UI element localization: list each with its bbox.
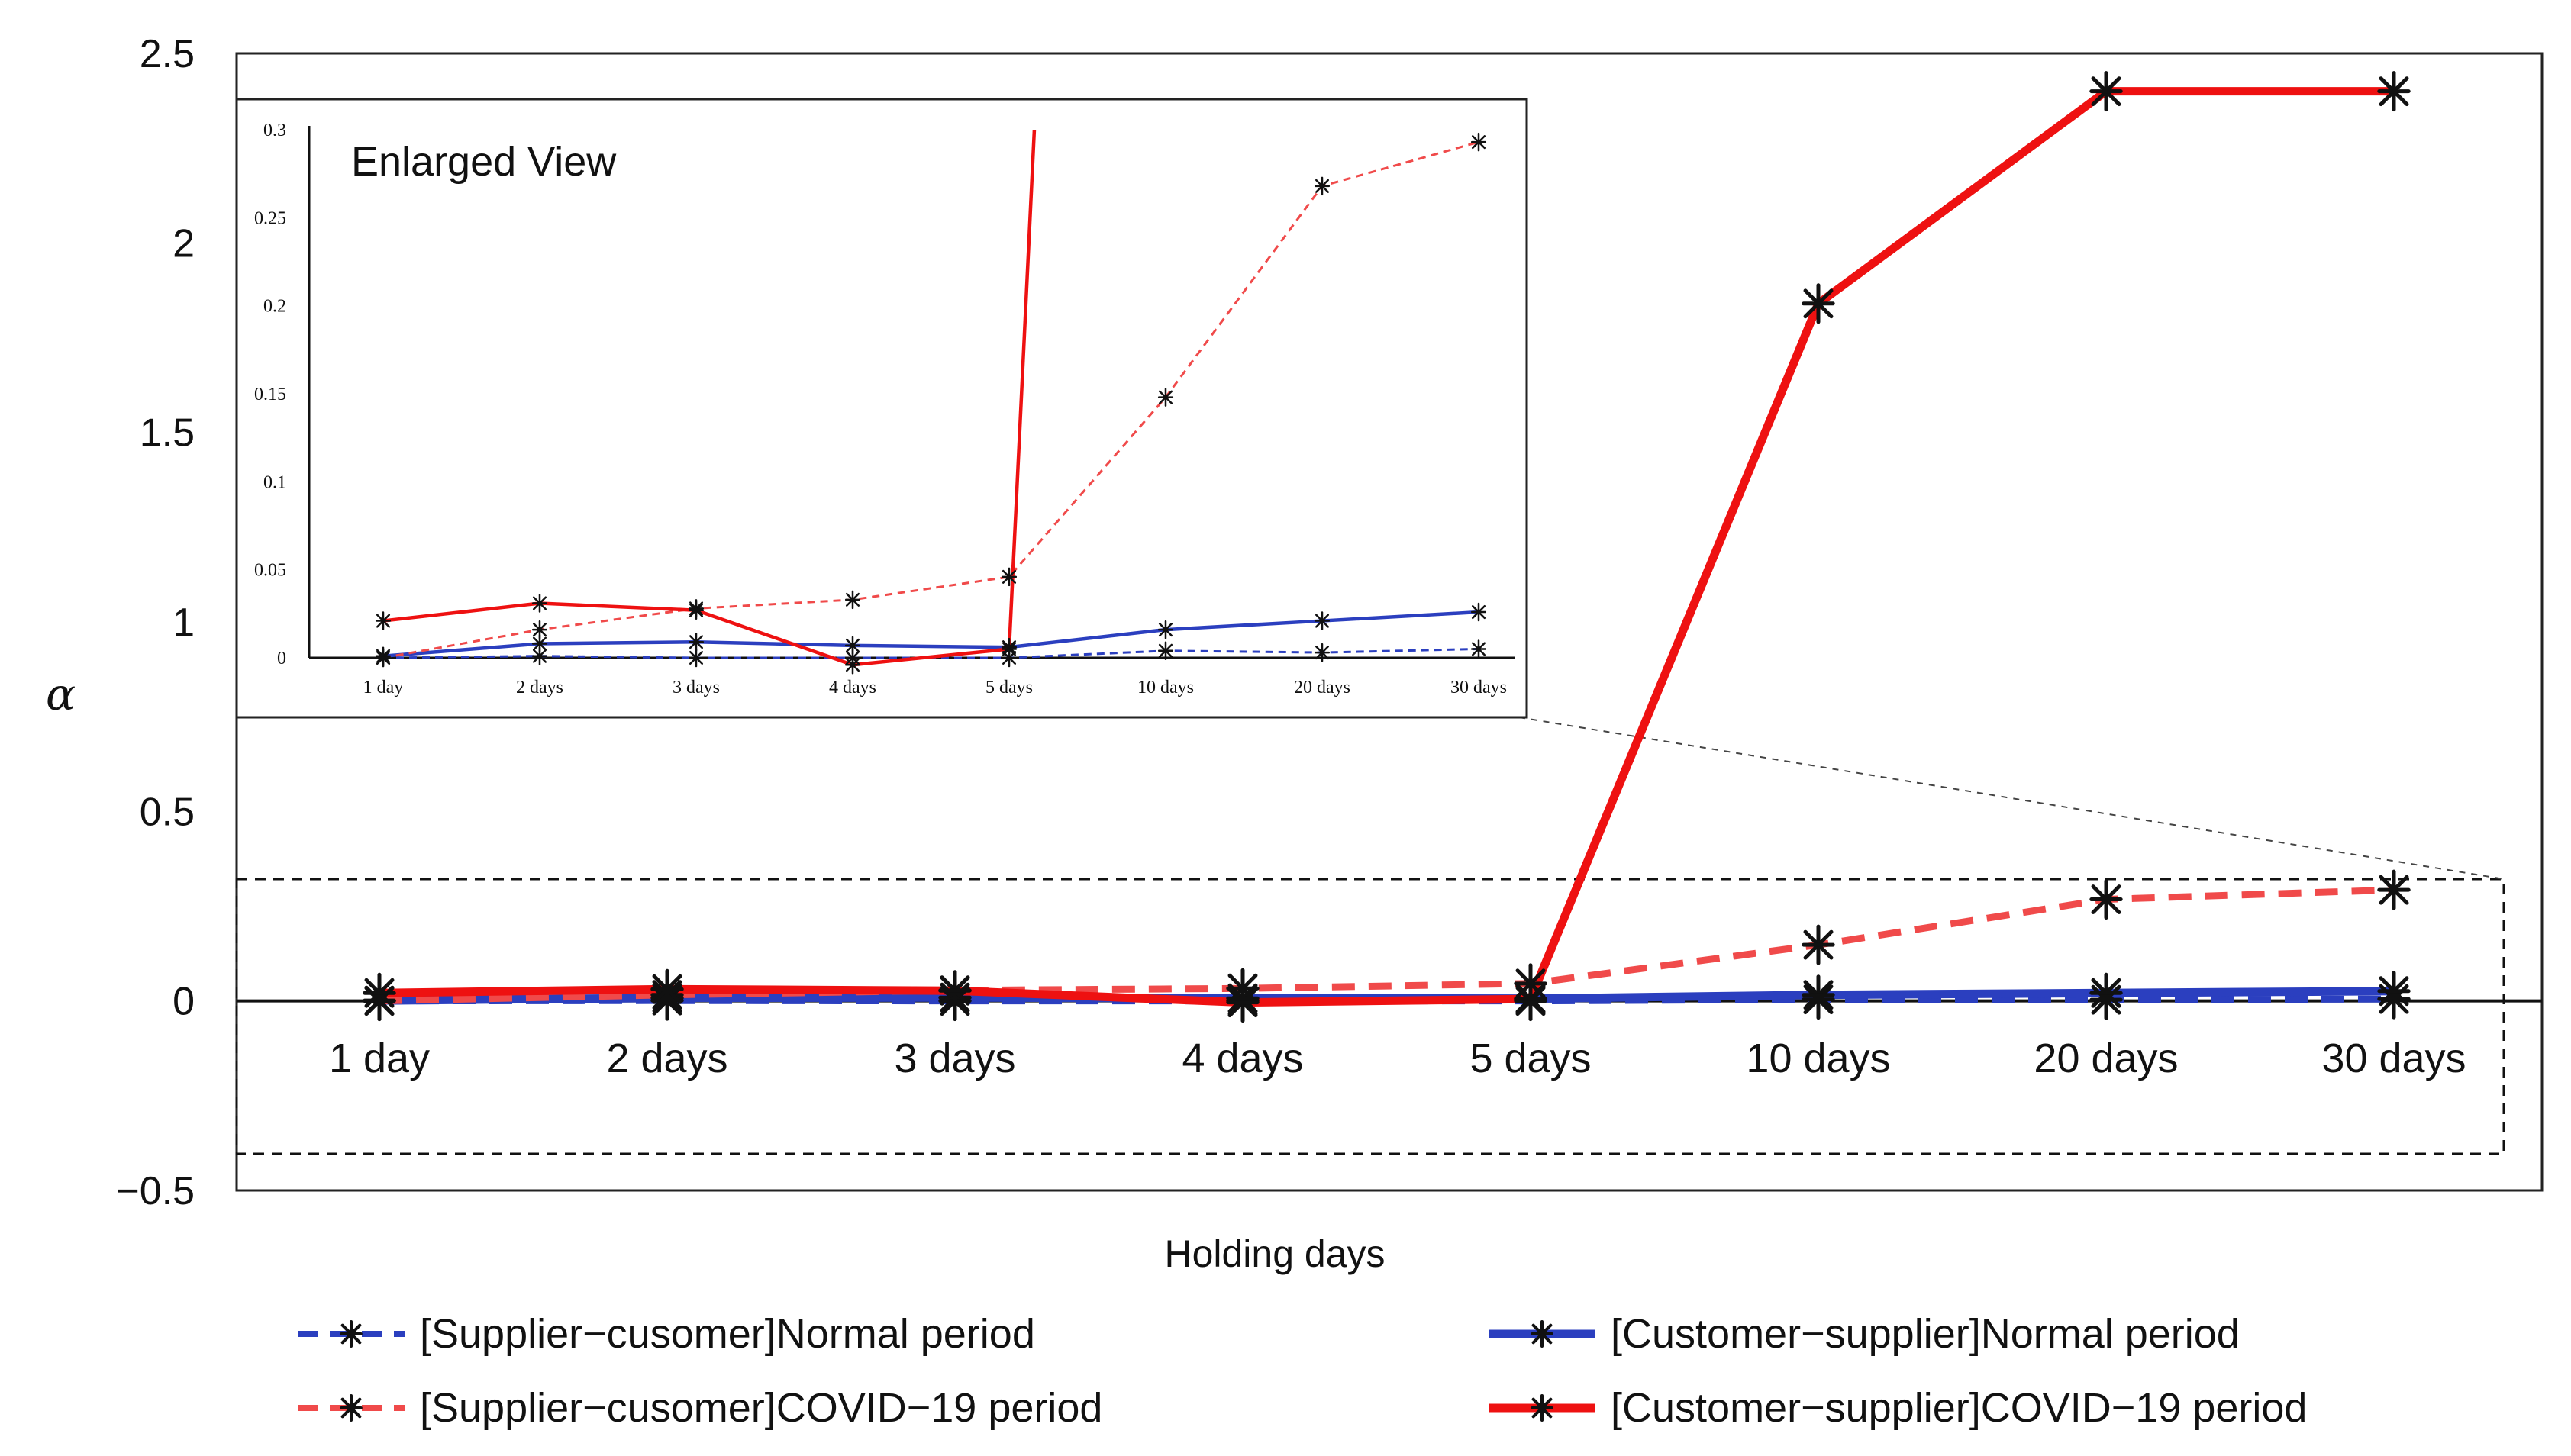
series-1-marker [2377,971,2411,1012]
inset-series-2-marker [1001,567,1018,587]
x-tick-label: 5 days [1469,1036,1591,1081]
series-2-marker [2089,879,2123,920]
series-1-marker [1802,974,1835,1016]
series-line-3 [379,87,2394,1007]
inset-series-2-marker [375,648,392,668]
inset-title: Enlarged View [351,139,617,185]
inset-series-2-marker [1470,132,1487,152]
y-tick-label: 0.5 [140,790,195,834]
x-tick-label: 1 day [329,1036,430,1081]
inset-series-line-3 [382,130,1037,667]
series-2-marker [2377,869,2411,910]
y-tick-label: 1.5 [140,411,195,456]
inset-x-axis-category-labels: 1 day 2 days 3 days 4 days 5 days 10 days 20 d… [363,678,1507,697]
inset-x-tick-label: 10 days [1137,678,1194,697]
legend-label: [Supplier−cusomer]Normal period [420,1311,1035,1357]
inset-y-tick-label: 0.2 [263,297,286,317]
main-series-group [363,71,2411,1023]
inset-series-2-marker [531,620,548,639]
series-3-marker [363,972,396,1013]
inset-series-0-marker [1314,643,1331,662]
inset-y-tick-label: 0.15 [254,385,286,404]
legend-item: [Customer−supplier]Normal period [1489,1311,2240,1357]
x-tick-label: 2 days [606,1036,727,1081]
inset-series-2-marker [1314,176,1331,196]
inset-panel: Enlarged View 0.3 0.25 0.2 0.15 0.1 0.05 0 1 d… [235,98,1528,719]
inset-x-tick-label: 20 days [1294,678,1350,697]
inset-series-line-2 [382,140,1479,659]
x-axis-category-labels: 1 day 2 days 3 days 4 days 5 days 10 days 20 d… [329,1036,2466,1081]
y-tick-label: −0.5 [116,1169,195,1213]
inset-series-line-1 [382,610,1479,658]
series-3-marker [2377,71,2411,112]
series-3-marker [1514,978,1547,1020]
inset-series-2-marker [1157,388,1174,407]
inset-y-tick-label: 0.1 [263,472,286,492]
inset-series-1-marker [1470,602,1487,622]
inset-series-3-marker [375,611,392,630]
inset-series-3-marker [688,601,705,620]
series-3-marker [938,970,972,1011]
inset-y-tick-label: 0.25 [254,208,286,228]
inset-series-1-marker [844,636,861,656]
legend-label: [Supplier−cusomer]COVID−19 period [420,1385,1102,1431]
y-axis-title: α [46,668,76,720]
legend-label: [Customer−supplier]COVID−19 period [1611,1385,2307,1431]
inset-x-tick-label: 2 days [516,678,563,697]
zoom-region-box [235,878,2505,1155]
x-tick-label: 20 days [2034,1036,2178,1081]
inset-x-tick-label: 30 days [1450,678,1507,697]
legend: [Supplier−cusomer]Normal period [Customer… [298,1311,2307,1431]
inset-series-1-marker [688,632,705,652]
y-tick-label: 2.5 [140,32,195,76]
inset-series-0-marker [1157,641,1174,661]
y-tick-label: 0 [173,980,195,1024]
inset-series-0-marker [1470,639,1487,659]
series-2-marker [1802,924,1835,965]
legend-marker-icon [340,1394,363,1422]
y-axis-ticks: 2.5 2 1.5 1 0.5 0 −0.5 [116,32,195,1213]
x-tick-label: 30 days [2321,1036,2466,1081]
series-3-marker [1226,982,1260,1023]
x-tick-label: 3 days [894,1036,1015,1081]
legend-marker-icon [1531,1394,1553,1422]
series-1-marker [2089,972,2123,1013]
inset-y-tick-label: 0.3 [263,121,286,140]
legend-item: [Customer−supplier]COVID−19 period [1489,1385,2307,1431]
inset-series-1-marker [1157,620,1174,639]
inset-series-2-marker [844,590,861,610]
x-tick-label: 10 days [1746,1036,1890,1081]
inset-x-tick-label: 5 days [985,678,1033,697]
inset-x-tick-label: 4 days [829,678,876,697]
inset-series-1-marker [1314,611,1331,630]
inset-y-tick-label: 0.05 [254,561,286,581]
x-axis-title: Holding days [1164,1232,1385,1275]
inset-x-tick-label: 1 day [363,678,404,697]
x-tick-label: 4 days [1182,1036,1303,1081]
inset-series-group [375,130,1487,675]
series-3-marker [650,968,684,1010]
legend-marker-icon [340,1320,363,1348]
legend-item: [Supplier−cusomer]COVID−19 period [298,1385,1102,1431]
series-3-marker [2089,71,2123,112]
series-line-2 [379,886,2395,1005]
series-3-marker [1802,283,1835,324]
inset-clipped-lines [382,130,1479,667]
inset-y-tick-label: 0 [277,649,286,668]
legend-item: [Supplier−cusomer]Normal period [298,1311,1035,1357]
inset-series-0-marker [688,648,705,668]
legend-marker-icon [1531,1320,1553,1348]
inset-background [235,98,1528,719]
legend-label: [Customer−supplier]Normal period [1611,1311,2240,1357]
zoom-connector-line [1518,717,2505,880]
inset-x-tick-label: 3 days [673,678,720,697]
y-tick-label: 2 [173,221,195,266]
inset-series-3-marker [844,655,861,675]
inset-series-3-marker [1001,639,1018,659]
y-tick-label: 1 [173,601,195,645]
inset-series-3-marker [531,594,548,613]
inset-y-axis-ticks: 0.3 0.25 0.2 0.15 0.1 0.05 0 [254,121,1515,668]
